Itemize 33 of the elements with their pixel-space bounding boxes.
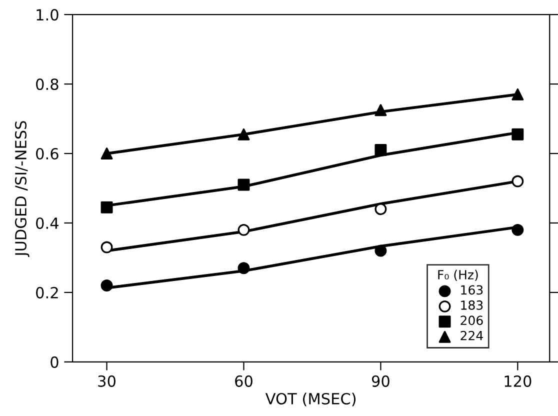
point bbox=[100, 241, 113, 254]
point bbox=[238, 178, 250, 191]
x-tick-label: 120 bbox=[504, 375, 532, 387]
point bbox=[374, 104, 387, 116]
y-tick-label: 0 bbox=[50, 356, 58, 368]
point bbox=[512, 128, 524, 140]
x-tick-label: 30 bbox=[98, 375, 116, 387]
y-tick-label: 0.6 bbox=[36, 148, 58, 160]
legend-title: F₀ (Hz) bbox=[438, 270, 478, 281]
point bbox=[238, 262, 250, 274]
y-tick-label: 0.8 bbox=[36, 78, 58, 90]
point bbox=[512, 88, 524, 100]
point bbox=[374, 244, 387, 257]
point bbox=[238, 128, 250, 140]
legend-label: 206 bbox=[460, 316, 483, 326]
y-tick-label: 0.4 bbox=[36, 217, 58, 229]
point bbox=[512, 224, 524, 236]
x-axis-title: VOT (MSEC) bbox=[265, 392, 356, 406]
x-tick-label: 90 bbox=[372, 375, 390, 387]
point bbox=[512, 175, 524, 188]
legend-label: 224 bbox=[460, 330, 483, 340]
point bbox=[374, 203, 387, 216]
y-tick-label: 1.0 bbox=[36, 9, 58, 21]
legend-label: 183 bbox=[461, 300, 483, 310]
x-tick-label: 60 bbox=[235, 375, 252, 387]
y-tick-label: 0.2 bbox=[36, 286, 58, 298]
legend-label: 163 bbox=[461, 285, 483, 295]
point bbox=[374, 144, 387, 156]
y-axis-title: JUDGED /SI/-NESS bbox=[14, 121, 30, 258]
point bbox=[238, 224, 250, 236]
point bbox=[100, 148, 113, 160]
point bbox=[100, 201, 113, 214]
point bbox=[100, 280, 113, 292]
